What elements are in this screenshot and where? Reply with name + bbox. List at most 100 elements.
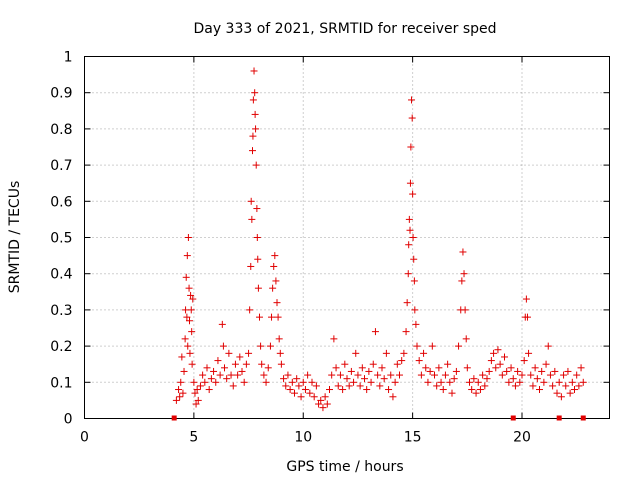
data-point	[201, 378, 209, 386]
data-point	[505, 378, 513, 386]
data-point	[485, 367, 493, 375]
data-point	[179, 389, 187, 397]
data-point	[275, 335, 283, 343]
data-point	[380, 375, 388, 383]
data-point	[323, 400, 331, 408]
data-point	[393, 360, 401, 368]
data-point	[186, 349, 194, 357]
data-point	[409, 234, 417, 241]
data-point	[321, 393, 329, 401]
data-point	[250, 67, 258, 75]
data-point	[396, 371, 403, 379]
data-point	[404, 270, 412, 278]
data-point	[187, 306, 195, 314]
data-point	[271, 252, 279, 260]
data-point	[417, 371, 425, 379]
y-tick-label: 0.6	[50, 194, 72, 210]
y-tick-label: 0	[64, 412, 73, 428]
data-point	[468, 386, 476, 394]
data-point	[503, 367, 511, 375]
y-tick-label: 1	[64, 50, 73, 66]
data-point	[470, 375, 478, 383]
data-point	[182, 273, 190, 281]
data-point	[194, 396, 202, 404]
gap-marker	[580, 415, 586, 421]
data-point	[227, 371, 235, 379]
data-point	[216, 371, 224, 379]
data-point	[460, 270, 468, 278]
data-point	[378, 364, 386, 372]
data-point	[203, 364, 211, 372]
data-point	[509, 375, 517, 383]
data-point	[183, 313, 191, 321]
data-point	[254, 255, 262, 263]
data-point	[405, 241, 413, 249]
data-point	[186, 317, 193, 325]
data-point	[225, 349, 233, 357]
data-point	[531, 364, 539, 372]
data-point	[207, 375, 215, 383]
data-point	[474, 378, 482, 386]
data-point	[435, 364, 443, 372]
chart-title: Day 333 of 2021, SRMTID for receiver spe…	[193, 21, 496, 37]
data-point	[205, 386, 213, 394]
data-point	[492, 364, 500, 372]
data-point	[518, 371, 526, 379]
x-tick-label: 0	[80, 430, 89, 446]
data-point	[308, 378, 316, 386]
data-point	[452, 367, 460, 375]
data-point	[406, 179, 414, 187]
data-point	[284, 371, 292, 379]
data-point	[247, 197, 255, 205]
data-point	[365, 367, 373, 375]
data-point	[441, 371, 449, 379]
data-point	[407, 143, 415, 151]
data-point	[188, 360, 196, 368]
data-point	[277, 360, 285, 368]
data-point	[295, 382, 303, 390]
data-point	[424, 378, 432, 386]
data-point	[571, 386, 578, 394]
data-point	[437, 378, 445, 386]
data-point	[249, 132, 257, 140]
x-tick-label: 10	[294, 430, 312, 446]
data-point	[352, 349, 360, 357]
axis-tick-labels: 00.10.20.30.40.50.60.70.80.910 5 10 15 20	[50, 50, 531, 446]
data-point	[251, 110, 259, 118]
data-point	[428, 342, 436, 350]
data-point	[304, 371, 312, 379]
data-point	[270, 262, 278, 270]
data-point	[249, 147, 256, 155]
data-point	[286, 386, 294, 394]
data-point	[326, 386, 333, 394]
data-point	[448, 389, 456, 397]
data-point	[472, 389, 480, 397]
data-point	[446, 378, 454, 386]
data-point	[398, 357, 406, 365]
data-point	[549, 382, 557, 390]
data-point	[191, 389, 199, 397]
data-point	[273, 299, 281, 307]
data-point	[564, 367, 572, 375]
data-point	[258, 360, 266, 368]
data-point	[248, 215, 256, 223]
data-point	[536, 386, 543, 394]
data-point	[523, 313, 531, 321]
data-point	[540, 378, 548, 386]
data-point	[280, 375, 288, 383]
data-point	[516, 378, 524, 386]
x-tick-label: 20	[513, 430, 531, 446]
data-point	[501, 353, 508, 361]
data-point	[193, 386, 201, 394]
data-point	[212, 378, 220, 386]
data-point	[400, 349, 408, 357]
data-point	[266, 342, 274, 350]
data-point	[347, 367, 355, 375]
data-point	[177, 378, 185, 386]
data-point	[487, 357, 495, 365]
data-point	[336, 371, 344, 379]
data-point	[573, 371, 581, 379]
data-point	[369, 360, 377, 368]
data-point	[462, 335, 470, 343]
data-point	[184, 234, 192, 241]
